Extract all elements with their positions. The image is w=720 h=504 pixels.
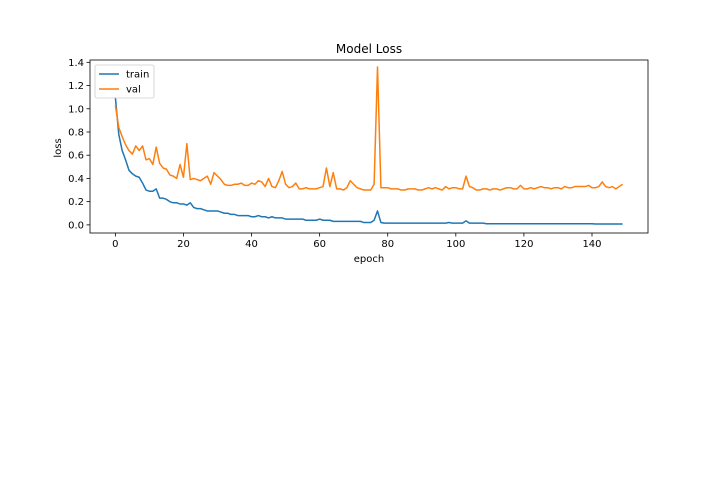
series-line-train (114, 97, 623, 225)
legend-label-val: val (126, 85, 141, 96)
series-line-val (114, 66, 624, 191)
x-tick-label: 0 (112, 239, 118, 250)
y-tick-label: 0.6 (68, 151, 84, 162)
y-tick-label: 0.2 (68, 197, 84, 208)
x-tick-label: 60 (313, 239, 326, 250)
x-tick-label: 80 (381, 239, 394, 250)
y-tick-label: 0.4 (68, 174, 84, 185)
y-axis-label: loss (53, 138, 64, 157)
x-tick-label: 40 (245, 239, 258, 250)
x-tick-label: 120 (514, 239, 533, 250)
x-tick-label: 100 (446, 239, 465, 250)
x-axis-label: epoch (354, 254, 384, 265)
y-tick-label: 1.4 (68, 58, 84, 69)
plot-area: 0 20 40 60 80 100 120 140 0.0 0.2 0.4 0.6 0.8 1.0 1.2 1… (68, 58, 649, 250)
legend-label-train: train (126, 70, 149, 81)
y-tick-label: 1.2 (68, 81, 84, 92)
y-tick-label: 1.0 (68, 104, 84, 115)
y-tick-label: 0.0 (68, 220, 84, 231)
chart-title: Model Loss (336, 42, 402, 56)
x-tick-label: 20 (177, 239, 190, 250)
x-tick-label: 140 (582, 239, 601, 250)
axes-frame (89, 59, 649, 234)
y-tick-label: 0.8 (68, 127, 84, 138)
